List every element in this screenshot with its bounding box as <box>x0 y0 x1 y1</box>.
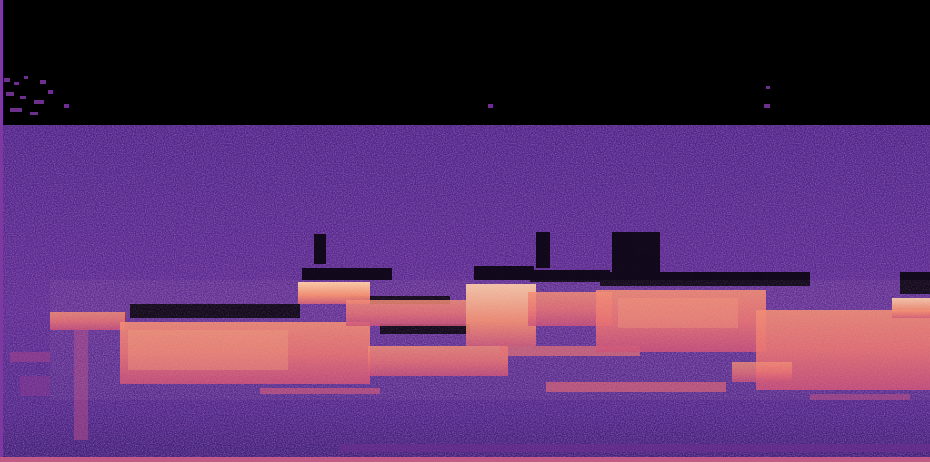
left-edge <box>0 0 3 462</box>
bottom-strip <box>0 457 930 462</box>
top-speckles <box>4 76 770 115</box>
silent-band <box>0 0 930 125</box>
band-grain <box>50 280 930 400</box>
